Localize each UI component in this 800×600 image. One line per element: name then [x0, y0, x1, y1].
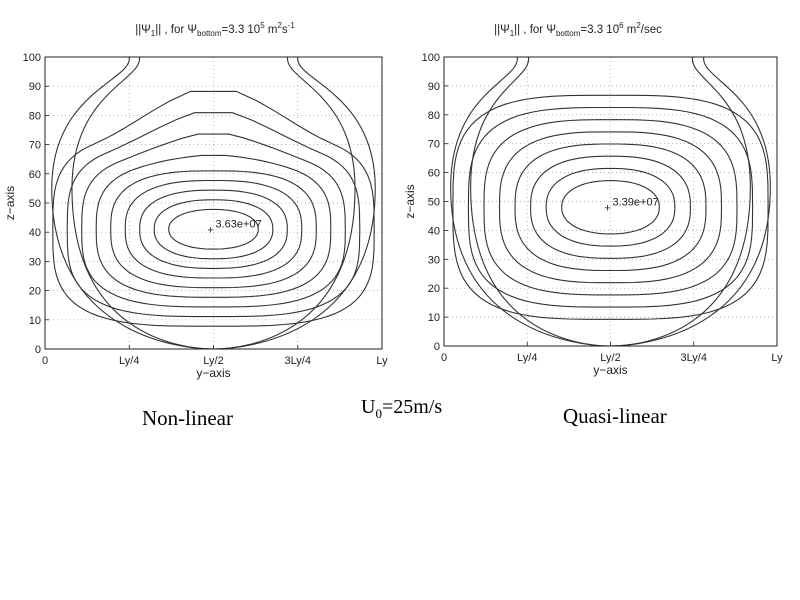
- contour-line: [95, 154, 332, 298]
- y-tick-label: 50: [29, 198, 41, 210]
- contour-line: [498, 131, 723, 284]
- y-tick-label: 80: [428, 110, 440, 122]
- x-tick-label: 3Ly/4: [284, 355, 311, 367]
- y-tick-label: 0: [35, 344, 41, 356]
- y-tick-label: 30: [428, 254, 440, 266]
- chart-title: ||Ψ1|| , for Ψbottom=3.3 105 m2s-1: [135, 21, 295, 38]
- y-tick-label: 50: [428, 197, 440, 209]
- contour-lines: [450, 56, 771, 347]
- velocity-label: U0=25m/s: [361, 396, 443, 421]
- chart-quasilinear: ||Ψ1|| , for Ψbottom=3.3 106 m2/sec 0 10 2…: [403, 21, 783, 377]
- x-tick-label: Ly: [376, 355, 388, 367]
- y-tick-label: 70: [29, 140, 41, 152]
- contour-line: [66, 112, 361, 318]
- y-tick-label: 40: [428, 225, 440, 237]
- y-tick-label: 10: [29, 315, 41, 327]
- y-axis-label: z−axis: [3, 186, 17, 220]
- y-tick-label: 40: [29, 227, 41, 239]
- y-tick-label: 80: [29, 110, 41, 122]
- contour-line: [81, 133, 346, 308]
- x-tick-labels: 0 Ly/4 Ly/2 3Ly/4 Ly: [441, 342, 783, 364]
- y-tick-label: 10: [428, 312, 440, 324]
- contour-line: [530, 155, 691, 259]
- contour-line: [561, 180, 660, 235]
- y-axis-label: z−axis: [403, 184, 417, 218]
- chart-title: ||Ψ1|| , for Ψbottom=3.3 106 m2/sec: [494, 21, 662, 38]
- contour-line: [483, 119, 738, 296]
- max-annotation: +3.39e+07: [604, 196, 658, 214]
- x-tick-label: 3Ly/4: [680, 352, 707, 364]
- y-tick-label: 0: [434, 341, 440, 353]
- max-marker: +: [207, 224, 213, 236]
- x-tick-label: Ly/2: [203, 355, 223, 367]
- caption-nonlinear: Non-linear: [142, 406, 233, 430]
- y-tick-label: 100: [422, 52, 440, 64]
- contour-line: [514, 143, 707, 272]
- x-axis-label: y−axis: [196, 366, 230, 380]
- x-tick-label: Ly/2: [600, 352, 620, 364]
- contour-line: [452, 94, 769, 320]
- max-label: 3.63e+07: [216, 218, 262, 230]
- y-tick-label: 100: [23, 52, 41, 64]
- x-tick-label: Ly/4: [517, 352, 537, 364]
- x-tick-label: 0: [42, 355, 48, 367]
- x-tick-label: 0: [441, 352, 447, 364]
- y-tick-label: 60: [428, 168, 440, 180]
- y-tick-labels: 0 10 20 30 40 50 60 70 80 90 100: [23, 52, 49, 356]
- y-tick-labels: 0 10 20 30 40 50 60 70 80 90 100: [422, 52, 448, 353]
- contour-lines: [51, 56, 376, 350]
- grid: [444, 57, 777, 346]
- contour-line: [139, 189, 288, 269]
- x-tick-label: Ly/4: [119, 355, 139, 367]
- caption-quasilinear: Quasi-linear: [563, 404, 667, 428]
- contour-line: [153, 199, 274, 260]
- contour-line: [467, 106, 754, 308]
- grid: [45, 57, 382, 349]
- x-tick-labels: 0 Ly/4 Ly/2 3Ly/4 Ly: [42, 345, 388, 367]
- y-tick-label: 70: [428, 139, 440, 151]
- max-marker: +: [604, 202, 610, 214]
- contour-line: [52, 90, 375, 327]
- contour-line: [168, 208, 259, 250]
- max-annotation: +3.63e+07: [207, 218, 261, 236]
- y-tick-label: 30: [29, 256, 41, 268]
- max-label: 3.39e+07: [613, 196, 659, 208]
- chart-nonlinear: ||Ψ1|| , for Ψbottom=3.3 105 m2s-1 0 10 20…: [3, 21, 388, 380]
- y-tick-label: 90: [428, 81, 440, 93]
- x-tick-label: Ly: [771, 352, 783, 364]
- x-axis-label: y−axis: [593, 363, 627, 377]
- contour-line: [124, 179, 303, 279]
- contour-line: [110, 170, 317, 289]
- y-tick-label: 90: [29, 81, 41, 93]
- y-tick-label: 20: [29, 286, 41, 298]
- y-tick-label: 60: [29, 169, 41, 181]
- y-tick-label: 20: [428, 283, 440, 295]
- contour-line: [545, 167, 676, 247]
